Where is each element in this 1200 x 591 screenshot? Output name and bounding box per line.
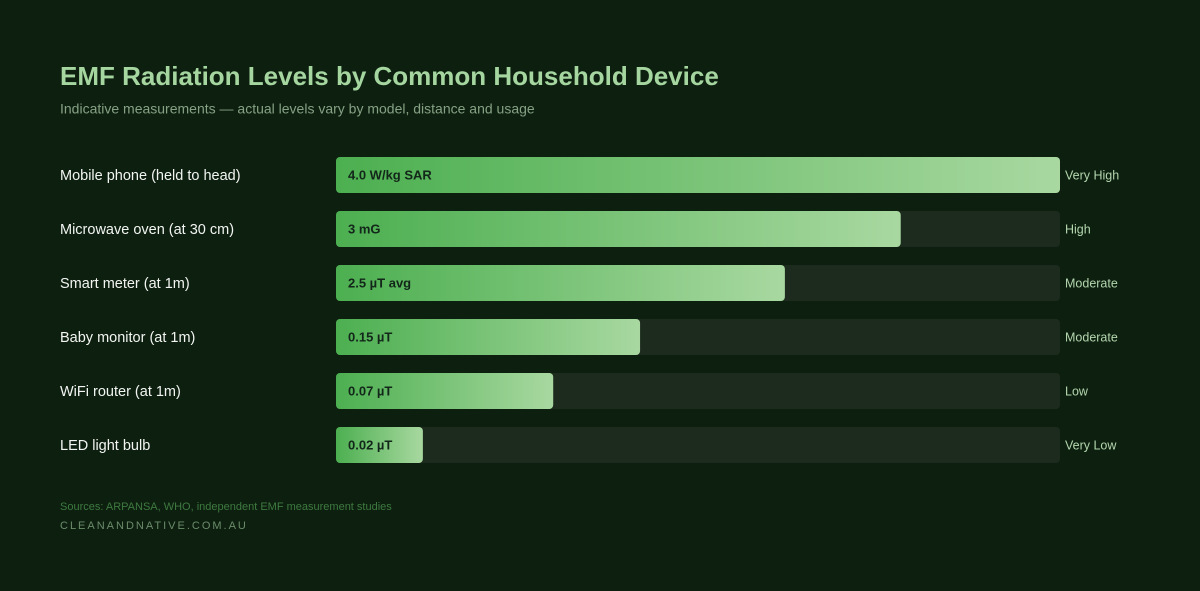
bar — [336, 373, 554, 409]
bar — [336, 265, 785, 301]
reading-label: 3 mG — [348, 221, 381, 236]
level-label: Low — [1065, 384, 1089, 398]
reading-label: 4.0 W/kg SAR — [348, 167, 432, 182]
category-label: Baby monitor (at 1m) — [60, 330, 195, 346]
level-label: Moderate — [1065, 330, 1118, 344]
bar-track — [336, 427, 1060, 463]
chart-subtitle: Indicative measurements — actual levels … — [60, 101, 535, 117]
category-label: Mobile phone (held to head) — [60, 168, 241, 184]
reading-label: 2.5 µT avg — [348, 275, 411, 290]
sources: Sources: ARPANSA, WHO, independent EMF m… — [60, 501, 392, 513]
category-label: Microwave oven (at 30 cm) — [60, 222, 234, 238]
category-label: Smart meter (at 1m) — [60, 276, 190, 292]
reading-label: 0.07 µT — [348, 383, 392, 398]
category-label: WiFi router (at 1m) — [60, 384, 181, 400]
bar — [336, 427, 423, 463]
reading-label: 0.15 µT — [348, 329, 392, 344]
chart-title: EMF Radiation Levels by Common Household… — [60, 61, 719, 91]
category-label: LED light bulb — [60, 438, 150, 454]
site: CLEANANDNATIVE.COM.AU — [60, 520, 248, 532]
level-label: High — [1065, 222, 1091, 236]
level-label: Moderate — [1065, 276, 1118, 290]
bar — [336, 211, 901, 247]
bar — [336, 319, 641, 355]
level-label: Very Low — [1065, 438, 1117, 452]
level-label: Very High — [1065, 168, 1119, 182]
reading-label: 0.02 µT — [348, 437, 392, 452]
bar — [336, 157, 1060, 193]
